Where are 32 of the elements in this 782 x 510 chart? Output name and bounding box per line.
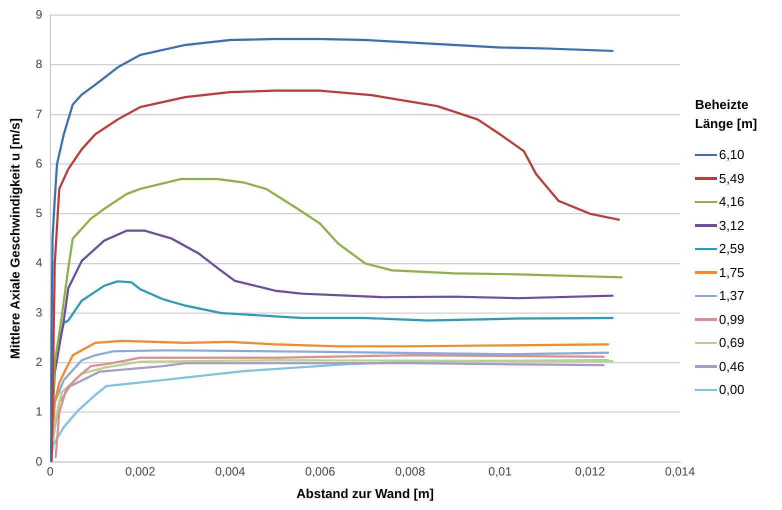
y-tick-label: 7: [36, 106, 43, 121]
legend-title: Beheizte Länge [m]: [695, 96, 758, 133]
legend-label: 1,75: [719, 264, 744, 280]
legend-label: 1,37: [719, 288, 744, 304]
legend-label: 0,46: [719, 358, 744, 374]
y-tick-label: 9: [36, 8, 43, 22]
legend-label: 3,12: [719, 218, 744, 233]
y-tick-label: 0: [36, 454, 43, 468]
x-tick-label: 0,008: [395, 464, 426, 479]
x-axis-title: Abstand zur Wand [m]: [296, 486, 434, 501]
y-tick-label: 8: [36, 57, 43, 72]
legend-label: 4,16: [719, 194, 744, 210]
legend-label: 0,00: [719, 382, 744, 398]
legend-label: 0,69: [719, 335, 744, 350]
y-tick-label: 2: [36, 355, 43, 370]
x-tick-label: 0,014: [664, 464, 696, 479]
y-tick-label: 6: [36, 156, 43, 170]
x-tick-label: 0,01: [488, 464, 512, 479]
y-tick-label: 3: [36, 305, 43, 320]
y-tick-label: 4: [36, 256, 43, 270]
y-tick-label: 1: [36, 404, 43, 419]
x-tick-label: 0: [46, 464, 54, 479]
x-tick-label: 0,004: [215, 464, 246, 479]
y-tick-label: 5: [36, 206, 43, 220]
x-tick-label: 0,006: [305, 464, 336, 479]
y-axis-title: Mittlere Axiale Geschwindigkeit u [m/s]: [7, 118, 22, 360]
legend-label: 0,99: [719, 312, 744, 327]
legend-label: 6,10: [719, 147, 744, 162]
legend-label: 5,49: [719, 170, 744, 186]
x-tick-label: 0,012: [575, 464, 606, 479]
x-tick-label: 0,002: [125, 464, 156, 479]
legend-label: 2,59: [719, 241, 744, 256]
